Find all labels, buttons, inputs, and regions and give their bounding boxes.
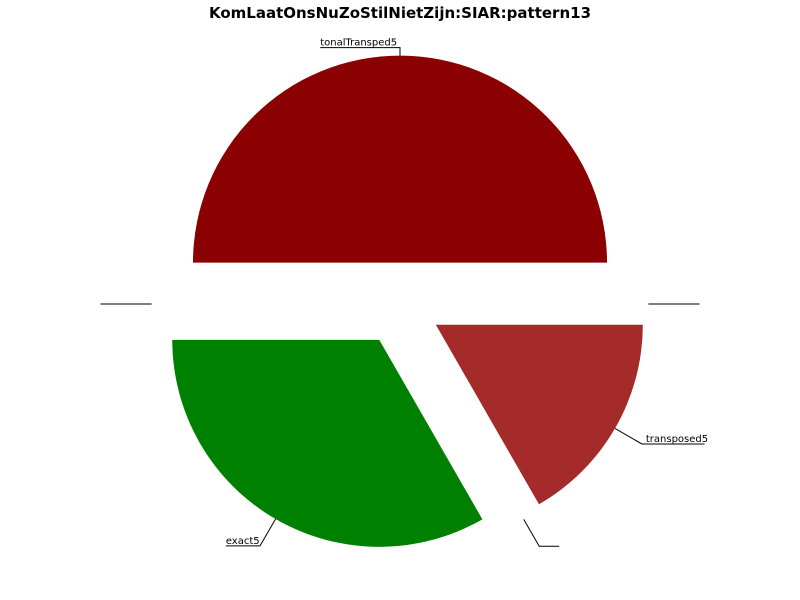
pie-slices — [172, 55, 643, 547]
slice-label-transposed5: transposed5 — [646, 434, 708, 445]
slice-label-exact5: exact5 — [226, 536, 260, 547]
pie-slice-tonalTransped5 — [193, 55, 607, 263]
pie-slice-exact5 — [172, 339, 483, 547]
slice-label-tonalTransped5: tonalTransped5 — [320, 38, 397, 49]
pie-slice-transposed5 — [435, 324, 643, 505]
pie-labels: tonalTransped5 exact5 transposed5 — [100, 38, 708, 547]
leader-line-tonalTransped5 — [320, 47, 401, 56]
leader-line-transposed5 — [614, 427, 705, 445]
leader-line-exact5 — [225, 518, 277, 547]
chart-title: KomLaatOnsNuZoStilNietZijn:SIAR:pattern1… — [209, 4, 591, 22]
leader-line-blank-3 — [523, 519, 560, 547]
